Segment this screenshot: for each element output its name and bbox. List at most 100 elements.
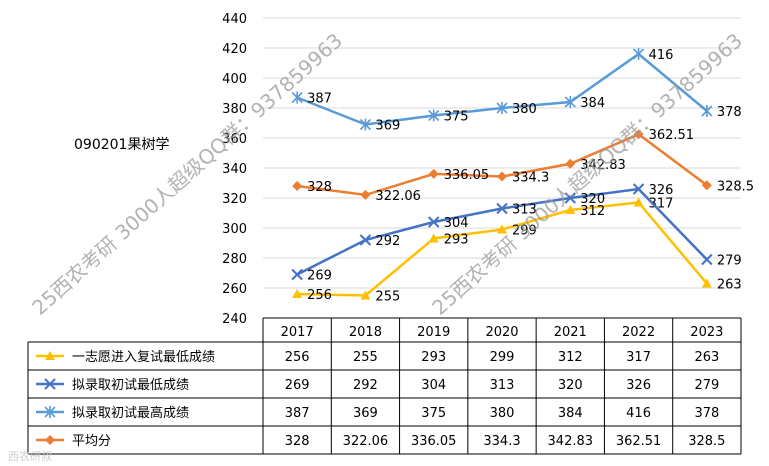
data-point <box>633 129 644 140</box>
table-cell: 326 <box>626 378 651 393</box>
table-cell: 362.51 <box>616 434 662 449</box>
data-point <box>497 171 507 182</box>
table-cell: 375 <box>421 406 446 421</box>
data-label: 334.3 <box>512 171 549 186</box>
data-point <box>565 205 576 214</box>
data-label: 317 <box>649 197 674 212</box>
data-label: 362.51 <box>649 128 695 143</box>
data-label: 378 <box>717 105 742 120</box>
y-tick-label: 240 <box>222 312 247 327</box>
data-point <box>496 102 508 114</box>
data-point <box>497 224 507 234</box>
data-label: 292 <box>375 234 400 249</box>
data-label: 387 <box>307 92 332 107</box>
data-point <box>701 105 713 117</box>
y-tick-label: 260 <box>222 282 247 297</box>
data-point <box>428 168 439 179</box>
table-cell: 263 <box>694 350 719 365</box>
data-label: 336.05 <box>444 168 490 183</box>
table-cell: 299 <box>490 350 515 365</box>
table-cell: 279 <box>694 378 719 393</box>
data-point <box>633 197 644 207</box>
data-point <box>360 189 371 200</box>
data-label: 320 <box>580 192 605 207</box>
data-label: 299 <box>512 224 537 239</box>
table-cell: 328 <box>285 434 310 449</box>
data-label: 279 <box>717 254 742 269</box>
table-cell: 387 <box>285 406 310 421</box>
data-label: 380 <box>512 102 537 117</box>
y-tick-label: 300 <box>222 222 247 237</box>
data-point <box>291 268 303 281</box>
data-label: 269 <box>307 269 332 284</box>
data-point <box>292 289 303 298</box>
data-point <box>496 202 508 215</box>
table-cell: 384 <box>558 406 583 421</box>
table-cell: 378 <box>694 406 719 421</box>
data-point <box>291 91 303 104</box>
table-cell: 322.06 <box>343 434 389 449</box>
x-tick-label: 2021 <box>554 325 587 340</box>
legend-marker <box>44 378 56 390</box>
data-point <box>633 48 645 60</box>
table-cell: 380 <box>490 406 515 421</box>
data-point <box>701 278 712 288</box>
data-point <box>632 183 645 195</box>
legend-marker <box>45 435 55 445</box>
data-label: 328.5 <box>717 179 754 194</box>
data-point <box>359 234 372 246</box>
y-tick-label: 420 <box>222 42 247 57</box>
x-tick-label: 2022 <box>622 325 655 340</box>
series-line <box>296 132 708 197</box>
table-cell: 255 <box>353 350 378 365</box>
data-label: 384 <box>580 96 605 111</box>
table-cell: 320 <box>558 378 583 393</box>
data-point <box>564 192 576 204</box>
table-cell: 293 <box>421 350 446 365</box>
table-cell: 304 <box>421 378 446 393</box>
corner-logo: 西农研叔 <box>8 449 52 463</box>
table-cell: 369 <box>353 406 378 421</box>
data-label: 416 <box>649 48 674 63</box>
data-point <box>428 216 440 228</box>
table-cell: 269 <box>285 378 310 393</box>
table-cell: 336.05 <box>411 434 457 449</box>
data-point <box>292 181 303 191</box>
y-tick-label: 320 <box>222 192 247 207</box>
legend-marker <box>45 351 55 360</box>
panel-label: 090201果树学 <box>74 137 170 153</box>
data-label: 375 <box>444 110 469 125</box>
y-tick-label: 400 <box>222 72 247 87</box>
table-cell: 328.5 <box>688 434 725 449</box>
data-point <box>428 109 440 122</box>
data-label: 322.06 <box>375 189 421 204</box>
x-tick-label: 2017 <box>281 325 314 340</box>
data-label: 304 <box>444 216 469 231</box>
x-tick-label: 2023 <box>690 325 723 340</box>
data-label: 313 <box>512 203 537 218</box>
data-point <box>428 233 439 243</box>
data-point <box>564 96 576 108</box>
table-cell: 292 <box>353 378 378 393</box>
data-point <box>701 180 712 191</box>
y-tick-label: 440 <box>222 12 247 27</box>
x-tick-label: 2020 <box>485 325 518 340</box>
data-label: 369 <box>375 119 400 134</box>
table-cell: 317 <box>626 350 651 365</box>
legend-marker <box>44 406 56 418</box>
table-cell: 312 <box>558 350 583 365</box>
y-tick-label: 280 <box>222 252 247 267</box>
table-cell: 334.3 <box>483 434 520 449</box>
x-tick-label: 2018 <box>349 325 382 340</box>
table-cell: 416 <box>626 406 651 421</box>
table-cell: 256 <box>285 350 310 365</box>
data-label: 312 <box>580 204 605 219</box>
legend-label: 一志愿进入复试最低成绩 <box>72 350 215 365</box>
table-cell: 342.83 <box>548 434 594 449</box>
data-label: 342.83 <box>580 158 626 173</box>
data-label: 328 <box>307 180 332 195</box>
data-point <box>565 158 576 169</box>
data-point <box>360 290 371 300</box>
data-label: 255 <box>375 290 400 305</box>
